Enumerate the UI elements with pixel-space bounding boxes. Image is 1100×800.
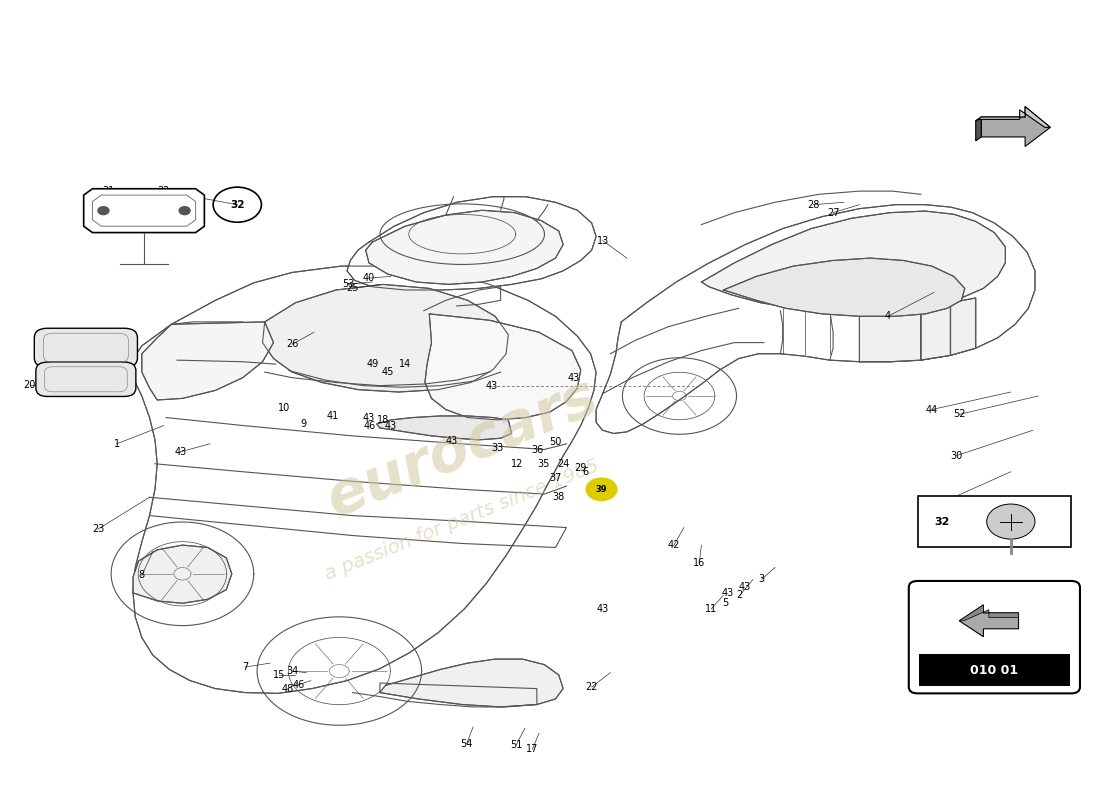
- Text: 21: 21: [933, 498, 946, 509]
- FancyBboxPatch shape: [34, 328, 138, 367]
- Text: 43: 43: [385, 421, 397, 430]
- Text: 40: 40: [363, 273, 375, 283]
- Text: 52: 52: [953, 410, 966, 419]
- Text: 8: 8: [139, 570, 145, 580]
- FancyBboxPatch shape: [36, 362, 136, 397]
- Text: 43: 43: [568, 374, 581, 383]
- Text: 43: 43: [446, 437, 458, 446]
- Text: 49: 49: [366, 359, 378, 369]
- Text: 9: 9: [300, 419, 306, 429]
- Text: 28: 28: [807, 200, 820, 210]
- Text: 33: 33: [492, 443, 504, 453]
- Text: 44: 44: [926, 405, 938, 414]
- Bar: [917, 496, 1071, 547]
- Text: 10: 10: [278, 403, 290, 413]
- Polygon shape: [131, 266, 596, 694]
- Polygon shape: [346, 197, 596, 290]
- Text: 43: 43: [722, 588, 734, 598]
- Text: 45: 45: [382, 367, 394, 377]
- Text: 34: 34: [286, 666, 298, 676]
- Text: 16: 16: [693, 558, 705, 569]
- Text: 27: 27: [827, 208, 839, 218]
- Text: 22: 22: [585, 682, 598, 692]
- Text: 51: 51: [509, 740, 522, 750]
- Text: 32: 32: [934, 517, 949, 526]
- Text: 36: 36: [531, 446, 544, 455]
- Text: 32: 32: [157, 186, 170, 196]
- Polygon shape: [84, 189, 205, 233]
- Polygon shape: [702, 211, 1005, 310]
- Polygon shape: [365, 210, 563, 285]
- Text: 48: 48: [282, 683, 294, 694]
- Text: 46: 46: [293, 680, 305, 690]
- Text: 15: 15: [273, 670, 285, 680]
- Polygon shape: [425, 314, 581, 420]
- Text: 25: 25: [346, 283, 359, 294]
- Text: 1: 1: [113, 439, 120, 449]
- Polygon shape: [959, 605, 1019, 637]
- Text: 43: 43: [596, 604, 608, 614]
- Text: 3: 3: [759, 574, 764, 584]
- Text: 24: 24: [557, 458, 570, 469]
- Polygon shape: [976, 106, 1050, 127]
- Polygon shape: [981, 106, 1050, 146]
- Text: 42: 42: [668, 540, 680, 550]
- Circle shape: [987, 504, 1035, 539]
- Text: 20: 20: [24, 380, 36, 390]
- Text: 30: 30: [949, 451, 962, 461]
- Text: 7: 7: [242, 662, 249, 672]
- Polygon shape: [950, 298, 976, 355]
- Text: a passion for parts since 1985: a passion for parts since 1985: [322, 456, 603, 583]
- Text: 11: 11: [705, 604, 717, 614]
- Polygon shape: [596, 205, 1035, 434]
- Text: 37: 37: [549, 473, 562, 483]
- Text: 43: 43: [174, 447, 186, 457]
- Polygon shape: [263, 285, 508, 392]
- Text: 35: 35: [537, 458, 550, 469]
- Polygon shape: [959, 605, 1019, 621]
- Text: 53: 53: [342, 279, 354, 290]
- Text: 39: 39: [596, 485, 607, 494]
- Text: 17: 17: [526, 744, 539, 754]
- Polygon shape: [92, 195, 196, 226]
- Text: 14: 14: [399, 359, 411, 369]
- Text: 29: 29: [574, 462, 587, 473]
- Text: 19: 19: [33, 350, 45, 359]
- Text: 4: 4: [884, 311, 891, 322]
- Polygon shape: [376, 416, 512, 440]
- Circle shape: [586, 478, 617, 501]
- Text: 43: 43: [738, 582, 750, 592]
- Polygon shape: [133, 545, 232, 603]
- Text: 32: 32: [230, 200, 244, 210]
- FancyBboxPatch shape: [909, 581, 1080, 694]
- Text: 54: 54: [461, 738, 473, 749]
- Text: 23: 23: [91, 524, 104, 534]
- Text: 50: 50: [549, 438, 562, 447]
- Circle shape: [98, 206, 109, 214]
- Text: 010 01: 010 01: [970, 664, 1019, 677]
- Text: 2: 2: [737, 590, 742, 600]
- Text: 43: 43: [486, 382, 498, 391]
- Polygon shape: [976, 117, 981, 141]
- Text: 38: 38: [552, 492, 565, 502]
- Circle shape: [179, 206, 190, 214]
- Text: 18: 18: [377, 415, 389, 425]
- Text: 31: 31: [102, 186, 116, 196]
- Text: 5: 5: [723, 598, 728, 608]
- Text: 26: 26: [286, 339, 298, 349]
- Text: 41: 41: [327, 411, 339, 421]
- Bar: [918, 654, 1070, 686]
- Polygon shape: [859, 310, 921, 362]
- Text: 13: 13: [596, 235, 608, 246]
- Polygon shape: [724, 258, 965, 316]
- Polygon shape: [142, 322, 274, 400]
- Text: 43: 43: [363, 413, 375, 422]
- Text: eurocars: eurocars: [318, 367, 606, 528]
- Polygon shape: [379, 659, 563, 707]
- Text: 12: 12: [510, 458, 524, 469]
- Polygon shape: [921, 304, 950, 360]
- Text: 46: 46: [364, 421, 376, 430]
- Text: 6: 6: [582, 466, 588, 477]
